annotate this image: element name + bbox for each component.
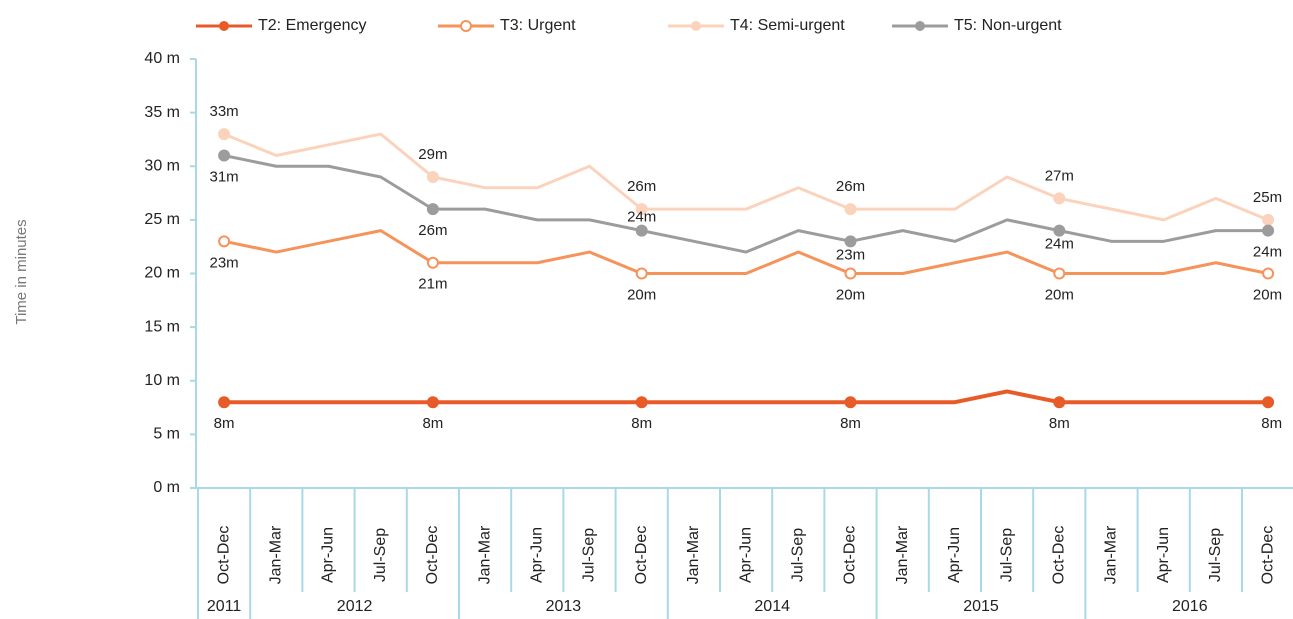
data-marker (635, 396, 648, 409)
data-label: 27m (1045, 167, 1074, 184)
y-tick-label: 35 m (144, 104, 180, 121)
year-label: 2015 (963, 598, 999, 615)
legend-label: T3: Urgent (500, 17, 576, 34)
year-label: 2016 (1172, 598, 1208, 615)
y-tick-label: 40 m (144, 50, 180, 67)
y-tick-label: 5 m (153, 426, 180, 443)
series-line (224, 389, 1269, 405)
data-marker (1262, 213, 1275, 226)
x-tick-label: Jan-Mar (894, 525, 911, 584)
data-label: 20m (836, 286, 865, 303)
x-tick-label: Apr-Jun (737, 527, 754, 583)
legend-marker (219, 21, 229, 31)
x-tick-label: Jul-Sep (998, 528, 1015, 582)
data-marker (844, 267, 857, 280)
data-label: 8m (214, 415, 235, 432)
data-label: 24m (1253, 244, 1282, 261)
legend-label: T4: Semi-urgent (730, 17, 845, 34)
year-label: 2013 (546, 598, 582, 615)
x-tick-label: Jul-Sep (1207, 528, 1224, 582)
data-marker (426, 256, 439, 269)
data-label: 33m (210, 103, 239, 120)
x-tick-label: Oct-Dec (1051, 526, 1068, 585)
data-marker (635, 203, 648, 216)
data-marker (844, 235, 857, 248)
data-marker (1053, 224, 1066, 237)
data-label: 29m (418, 146, 447, 163)
year-label: 2011 (207, 598, 242, 615)
data-marker (426, 396, 439, 409)
data-marker (844, 396, 857, 409)
data-marker (635, 267, 648, 280)
x-tick-label: Jan-Mar (476, 525, 493, 584)
data-marker (426, 170, 439, 183)
y-tick-label: 15 m (144, 318, 180, 335)
series-line (223, 154, 1269, 254)
x-tick-label: Oct-Dec (424, 526, 441, 585)
x-tick-label: Oct-Dec (633, 526, 650, 585)
data-label: 8m (631, 415, 652, 432)
y-axis-label: Time in minutes (13, 219, 30, 324)
x-tick-label: Oct-Dec (215, 526, 232, 585)
x-tick-label: Jan-Mar (268, 525, 285, 584)
legend-marker (691, 21, 701, 31)
legend-marker (915, 21, 925, 31)
data-label: 26m (836, 178, 865, 195)
data-marker (218, 149, 231, 162)
data-label: 25m (1253, 189, 1282, 206)
data-label: 31m (210, 168, 239, 185)
x-tick-label: Apr-Jun (320, 527, 337, 583)
data-marker (1262, 396, 1275, 409)
data-marker (1262, 224, 1275, 237)
x-tick-label: Jan-Mar (1103, 525, 1120, 584)
data-label: 20m (1253, 286, 1282, 303)
year-label: 2012 (337, 598, 373, 615)
data-label: 26m (627, 178, 656, 195)
x-tick-label: Jul-Sep (790, 528, 807, 582)
y-tick-label: 0 m (153, 479, 180, 496)
legend-marker (460, 20, 472, 32)
data-label: 8m (840, 415, 861, 432)
data-label: 20m (1045, 286, 1074, 303)
data-label: 8m (1261, 415, 1282, 432)
x-tick-label: Jul-Sep (372, 528, 389, 582)
data-marker (1262, 267, 1275, 280)
data-marker (218, 396, 231, 409)
x-tick-label: Jul-Sep (581, 528, 598, 582)
x-tick-label: Apr-Jun (529, 527, 546, 583)
data-label: 8m (1049, 415, 1070, 432)
y-tick-label: 25 m (144, 211, 180, 228)
data-label: 26m (418, 222, 447, 239)
data-label: 23m (836, 246, 865, 263)
data-label: 20m (627, 286, 656, 303)
data-label: 24m (1045, 236, 1074, 253)
legend-label: T2: Emergency (258, 17, 366, 34)
series-line (223, 132, 1269, 222)
data-marker (426, 203, 439, 216)
data-marker (218, 235, 231, 248)
x-tick-label: Apr-Jun (1155, 527, 1172, 583)
y-tick-label: 30 m (144, 157, 180, 174)
data-marker (1053, 396, 1066, 409)
legend-label: T5: Non-urgent (954, 17, 1062, 34)
data-label: 23m (210, 254, 239, 271)
year-label: 2014 (754, 598, 790, 615)
data-label: 8m (422, 415, 443, 432)
data-marker (635, 224, 648, 237)
data-marker (1053, 267, 1066, 280)
x-tick-label: Oct-Dec (842, 526, 859, 585)
data-marker (1053, 192, 1066, 205)
data-label: 21m (418, 276, 447, 293)
x-tick-label: Jan-Mar (685, 525, 702, 584)
y-tick-label: 20 m (144, 265, 180, 282)
data-marker (844, 203, 857, 216)
data-label: 24m (627, 209, 656, 226)
x-tick-label: Oct-Dec (1259, 526, 1276, 585)
y-tick-label: 10 m (144, 372, 180, 389)
x-tick-label: Apr-Jun (946, 527, 963, 583)
series-line (223, 229, 1269, 275)
data-marker (218, 128, 231, 141)
